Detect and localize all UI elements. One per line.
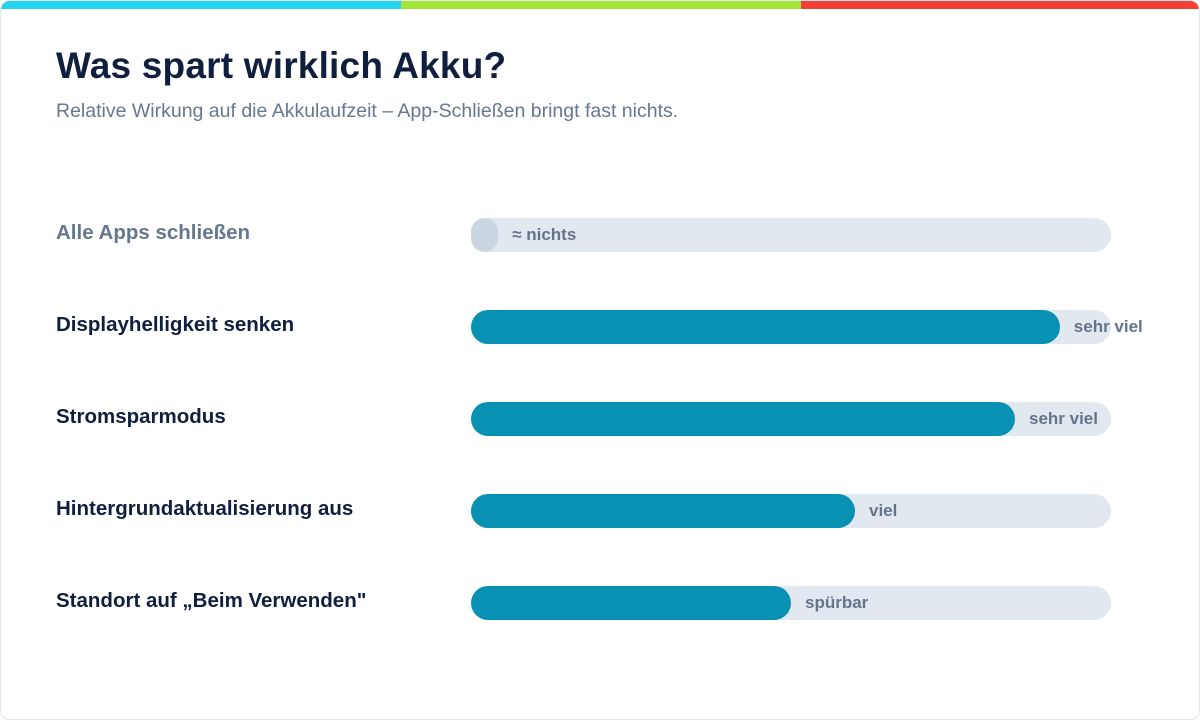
color-accent-bar (1, 1, 1199, 9)
category-label: Hintergrundaktualisierung aus (56, 497, 354, 520)
category-label: Standort auf „Beim Verwenden" (56, 589, 367, 612)
chart-subtitle: Relative Wirkung auf die Akkulaufzeit – … (56, 100, 679, 122)
accent-lime (401, 1, 801, 9)
bar (471, 494, 855, 528)
accent-red (801, 1, 1199, 9)
chart-title: Was spart wirklich Akku? (56, 45, 507, 86)
category-label: Displayhelligkeit senken (56, 313, 295, 336)
value-label: spürbar (805, 593, 869, 612)
category-label: Alle Apps schließen (56, 221, 251, 244)
bar-track (471, 218, 1111, 252)
value-label: sehr viel (1029, 409, 1098, 428)
value-label: sehr viel (1073, 317, 1143, 336)
value-label: ≈ nichts (512, 225, 577, 244)
bar (471, 402, 1015, 436)
category-label: Stromsparmodus (56, 405, 226, 428)
bar (471, 218, 499, 252)
bar (471, 310, 1060, 344)
bar (471, 586, 791, 620)
accent-cyan (1, 1, 401, 9)
value-label: viel (869, 501, 898, 520)
